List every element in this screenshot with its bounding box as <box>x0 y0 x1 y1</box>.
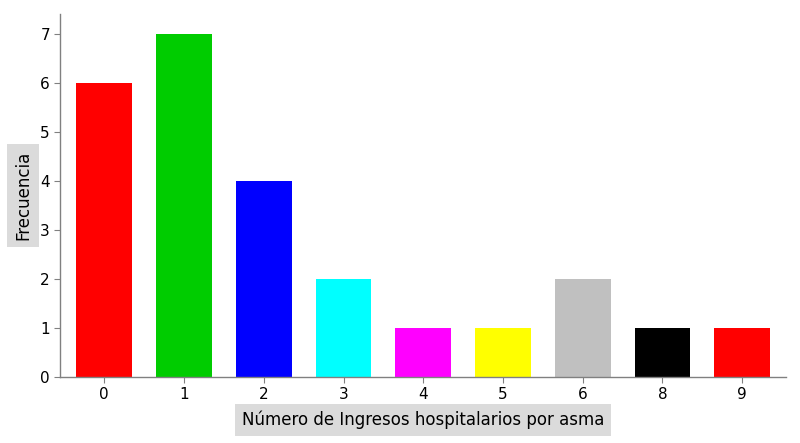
Bar <box>76 82 132 377</box>
Bar <box>156 34 212 377</box>
Bar <box>315 279 371 377</box>
Bar <box>236 181 292 377</box>
Y-axis label: Frecuencia: Frecuencia <box>14 151 32 240</box>
Bar <box>714 328 770 377</box>
X-axis label: Número de Ingresos hospitalarios por asma: Número de Ingresos hospitalarios por asm… <box>242 411 605 429</box>
Bar <box>634 328 690 377</box>
Bar <box>395 328 451 377</box>
Bar <box>475 328 531 377</box>
Bar <box>555 279 610 377</box>
